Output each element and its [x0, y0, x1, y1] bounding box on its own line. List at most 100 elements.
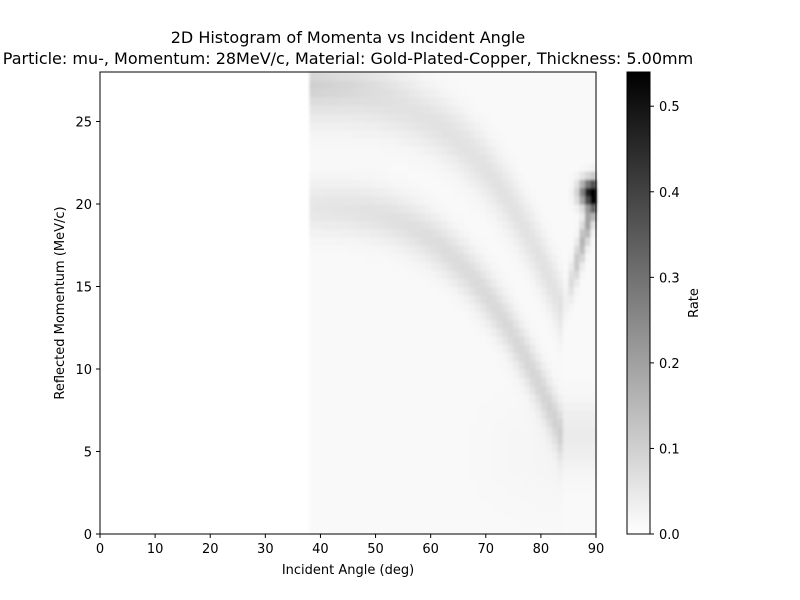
- heatmap-cell: [507, 517, 514, 527]
- heatmap-cell: [364, 303, 371, 312]
- heatmap-cell: [353, 237, 360, 246]
- heatmap-cell: [480, 80, 487, 90]
- heatmap-cell: [425, 525, 432, 535]
- heatmap-cell: [480, 418, 487, 428]
- heatmap-cell: [436, 278, 443, 288]
- heatmap-cell: [331, 311, 338, 321]
- heatmap-cell: [584, 402, 592, 411]
- heatmap-cell: [353, 154, 360, 164]
- heatmap-cell: [529, 96, 536, 106]
- heatmap-cell: [485, 105, 492, 114]
- heatmap-cell: [430, 509, 437, 519]
- heatmap-cell: [485, 319, 492, 329]
- heatmap-cell: [320, 129, 327, 139]
- heatmap-cell: [430, 418, 437, 428]
- heatmap-cell: [573, 162, 581, 172]
- heatmap-cell: [507, 402, 514, 411]
- heatmap-cell: [348, 220, 355, 230]
- heatmap-cell: [314, 171, 322, 180]
- heatmap-cell: [325, 187, 333, 197]
- heatmap-cell: [568, 171, 575, 180]
- heatmap-cell: [425, 88, 432, 98]
- heatmap-cell: [469, 517, 476, 527]
- heatmap-cell: [557, 146, 564, 156]
- heatmap-cell: [403, 220, 410, 230]
- heatmap-cell: [579, 385, 586, 395]
- heatmap-cell: [403, 451, 410, 461]
- heatmap-cell: [535, 360, 542, 370]
- heatmap-cell: [331, 501, 338, 510]
- heatmap-cell: [491, 501, 498, 510]
- heatmap-cell: [480, 88, 487, 98]
- heatmap-cell: [342, 336, 349, 345]
- heatmap-cell: [507, 443, 514, 453]
- heatmap-cell: [314, 344, 322, 354]
- heatmap-cell: [447, 179, 454, 189]
- heatmap-cell: [557, 72, 564, 81]
- heatmap-cell: [441, 451, 448, 461]
- heatmap-cell: [392, 146, 399, 156]
- heatmap-cell: [463, 476, 470, 486]
- heatmap-cell: [452, 138, 459, 147]
- heatmap-cell: [463, 245, 470, 255]
- heatmap-cell: [474, 451, 481, 461]
- heatmap-cell: [458, 88, 465, 98]
- x-tick-label: 50: [367, 542, 384, 557]
- heatmap-cell: [458, 286, 465, 296]
- heatmap-cell: [441, 96, 448, 106]
- heatmap-cell: [348, 369, 355, 378]
- heatmap-cell: [430, 426, 437, 436]
- heatmap-cell: [447, 352, 454, 362]
- heatmap-cell: [458, 443, 465, 453]
- heatmap-cell: [336, 468, 344, 477]
- heatmap-cell: [386, 443, 393, 453]
- heatmap-cell: [496, 146, 503, 156]
- heatmap-cell: [408, 418, 415, 428]
- heatmap-cell: [353, 171, 360, 180]
- heatmap-cell: [441, 311, 448, 321]
- heatmap-cell: [408, 129, 415, 139]
- heatmap-cell: [513, 517, 520, 527]
- heatmap-cell: [491, 195, 498, 205]
- heatmap-cell: [441, 501, 448, 510]
- heatmap-cell: [584, 327, 592, 337]
- heatmap-cell: [336, 410, 344, 420]
- heatmap-cell: [469, 270, 476, 279]
- heatmap-cell: [320, 344, 327, 354]
- heatmap-cell: [507, 286, 514, 296]
- heatmap-cell: [408, 336, 415, 345]
- heatmap-cell: [386, 319, 393, 329]
- heatmap-cell: [485, 369, 492, 378]
- heatmap-cell: [480, 187, 487, 197]
- heatmap-cell: [348, 385, 355, 395]
- heatmap-cell: [496, 96, 503, 106]
- heatmap-cell: [496, 179, 503, 189]
- heatmap-cell: [336, 212, 344, 222]
- heatmap-cell: [336, 113, 344, 123]
- heatmap-cell: [529, 336, 536, 345]
- heatmap-cell: [309, 426, 316, 436]
- heatmap-cell: [463, 352, 470, 362]
- heatmap-cell: [573, 245, 581, 255]
- heatmap-cell: [458, 228, 465, 238]
- heatmap-cell: [336, 278, 344, 288]
- heatmap-cell: [518, 212, 525, 222]
- heatmap-cell: [381, 501, 388, 510]
- heatmap-cell: [496, 311, 503, 321]
- heatmap-cell: [403, 360, 410, 370]
- colorbar-tick-label: 0.3: [659, 271, 680, 286]
- heatmap-cell: [447, 336, 454, 345]
- heatmap-cell: [507, 154, 514, 164]
- heatmap-cell: [480, 484, 487, 494]
- heatmap-cell: [579, 525, 586, 535]
- heatmap-cell: [507, 385, 514, 395]
- heatmap-cell: [425, 385, 432, 395]
- heatmap-cell: [353, 278, 360, 288]
- heatmap-cell: [386, 517, 393, 527]
- heatmap-cell: [491, 228, 498, 238]
- heatmap-cell: [535, 105, 542, 114]
- heatmap-cell: [480, 228, 487, 238]
- heatmap-cell: [370, 294, 377, 304]
- heatmap-cell: [381, 435, 388, 444]
- heatmap-cell: [436, 261, 443, 271]
